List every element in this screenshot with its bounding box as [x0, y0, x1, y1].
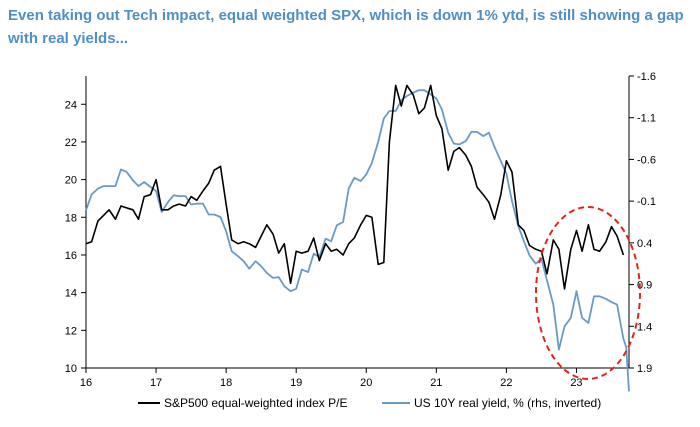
- series-layer: [85, 84, 630, 392]
- x-tick-label: 18: [220, 377, 232, 389]
- left-tick-label: 20: [65, 175, 77, 187]
- left-tick-label: 18: [65, 212, 77, 224]
- chart-title: Even taking out Tech impact, equal weigh…: [8, 7, 684, 47]
- legend-label-2: US 10Y real yield, % (rhs, inverted): [414, 396, 601, 410]
- left-tick-label: 22: [65, 137, 77, 149]
- x-tick-label: 22: [500, 377, 512, 389]
- axes: 1012141618202224-1.6-1.1-0.6-0.10.40.91.…: [65, 71, 656, 389]
- x-tick-label: 21: [430, 377, 442, 389]
- right-tick-label: -1.1: [637, 113, 656, 125]
- pe-line: [85, 84, 625, 290]
- legend: S&P500 equal-weighted index P/E US 10Y re…: [138, 396, 601, 410]
- right-tick-label: 1.4: [637, 321, 652, 333]
- right-tick-label: 0.4: [637, 238, 652, 250]
- right-tick-label: -0.6: [637, 154, 656, 166]
- right-tick-label: 1.9: [637, 363, 652, 375]
- left-tick-label: 12: [65, 325, 77, 337]
- right-tick-label: -1.6: [637, 71, 656, 83]
- highlight-ellipse: [535, 206, 641, 380]
- left-tick-label: 16: [65, 250, 77, 262]
- x-tick-label: 23: [570, 377, 582, 389]
- x-tick-label: 17: [150, 377, 162, 389]
- left-tick-label: 14: [65, 288, 77, 300]
- x-tick-label: 19: [290, 377, 302, 389]
- real-yield-line: [85, 89, 630, 392]
- right-tick-label: -0.1: [637, 196, 656, 208]
- left-tick-label: 10: [65, 363, 77, 375]
- x-tick-label: 20: [360, 377, 372, 389]
- x-tick-label: 16: [80, 377, 92, 389]
- legend-label-1: S&P500 equal-weighted index P/E: [164, 396, 347, 410]
- left-tick-label: 24: [65, 99, 77, 111]
